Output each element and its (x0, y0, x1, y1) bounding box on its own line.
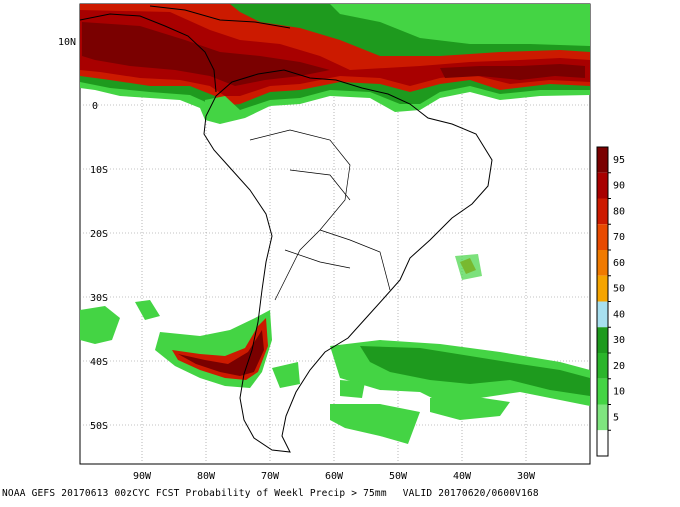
colorbar-segment (597, 404, 608, 431)
colorbar-segment (597, 353, 608, 379)
central-america-outline (80, 13, 217, 93)
colorbar-segment (597, 224, 608, 250)
footer: NOAA GEFS 20170613 00zCYC FCST Probabili… (2, 488, 549, 499)
lat-label: 10S (90, 165, 108, 176)
precip-north-band (80, 4, 590, 124)
lon-label: 40W (453, 471, 472, 482)
lon-label: 50W (389, 471, 408, 482)
lon-label: 80W (197, 471, 216, 482)
colorbar-label: 10 (613, 387, 625, 398)
latitude-labels: 10N 0 10S 20S 30S 40S 50S (58, 37, 108, 432)
colorbar-segment (597, 275, 608, 302)
lat-label: 50S (90, 421, 108, 432)
lon-label: 60W (325, 471, 344, 482)
lat-label: 30S (90, 293, 108, 304)
colorbar-label: 20 (613, 361, 625, 372)
south-america-outline (203, 69, 493, 453)
colorbar: 95 90 80 70 60 50 40 30 20 10 5 (596, 146, 625, 457)
longitude-labels: 90W 80W 70W 60W 50W 40W 30W (133, 471, 536, 482)
lon-label: 70W (261, 471, 280, 482)
lat-label: 0 (92, 101, 98, 112)
colorbar-segment (597, 250, 608, 276)
colorbar-segment (597, 378, 608, 405)
colorbar-label: 90 (613, 181, 625, 192)
colorbar-label: 80 (613, 206, 625, 217)
lon-label: 30W (517, 471, 536, 482)
lat-label: 20S (90, 229, 108, 240)
colorbar-segment (597, 198, 608, 225)
footer-title: NOAA GEFS 20170613 00zCYC FCST Probabili… (2, 488, 387, 499)
colorbar-segment (597, 172, 608, 199)
colorbar-label: 70 (613, 232, 625, 243)
footer-valid-time: VALID 20170620/0600V168 (402, 488, 539, 499)
colorbar-segment (597, 430, 608, 456)
lat-label: 40S (90, 357, 108, 368)
colorbar-label: 50 (613, 284, 625, 295)
lat-label: 10N (58, 37, 76, 48)
colorbar-segment (597, 301, 608, 328)
colorbar-label: 60 (613, 258, 625, 269)
colorbar-label: 30 (613, 335, 625, 346)
caribbean-outline (149, 5, 291, 29)
lon-label: 90W (133, 471, 152, 482)
colorbar-label: 95 (613, 155, 625, 166)
colorbar-label: 40 (613, 309, 625, 320)
coastlines (80, 5, 493, 453)
colorbar-segment (597, 327, 608, 353)
colorbar-label: 5 (613, 412, 619, 423)
precip-south-region (80, 254, 590, 444)
colorbar-segment (597, 147, 608, 173)
borders (249, 129, 391, 301)
